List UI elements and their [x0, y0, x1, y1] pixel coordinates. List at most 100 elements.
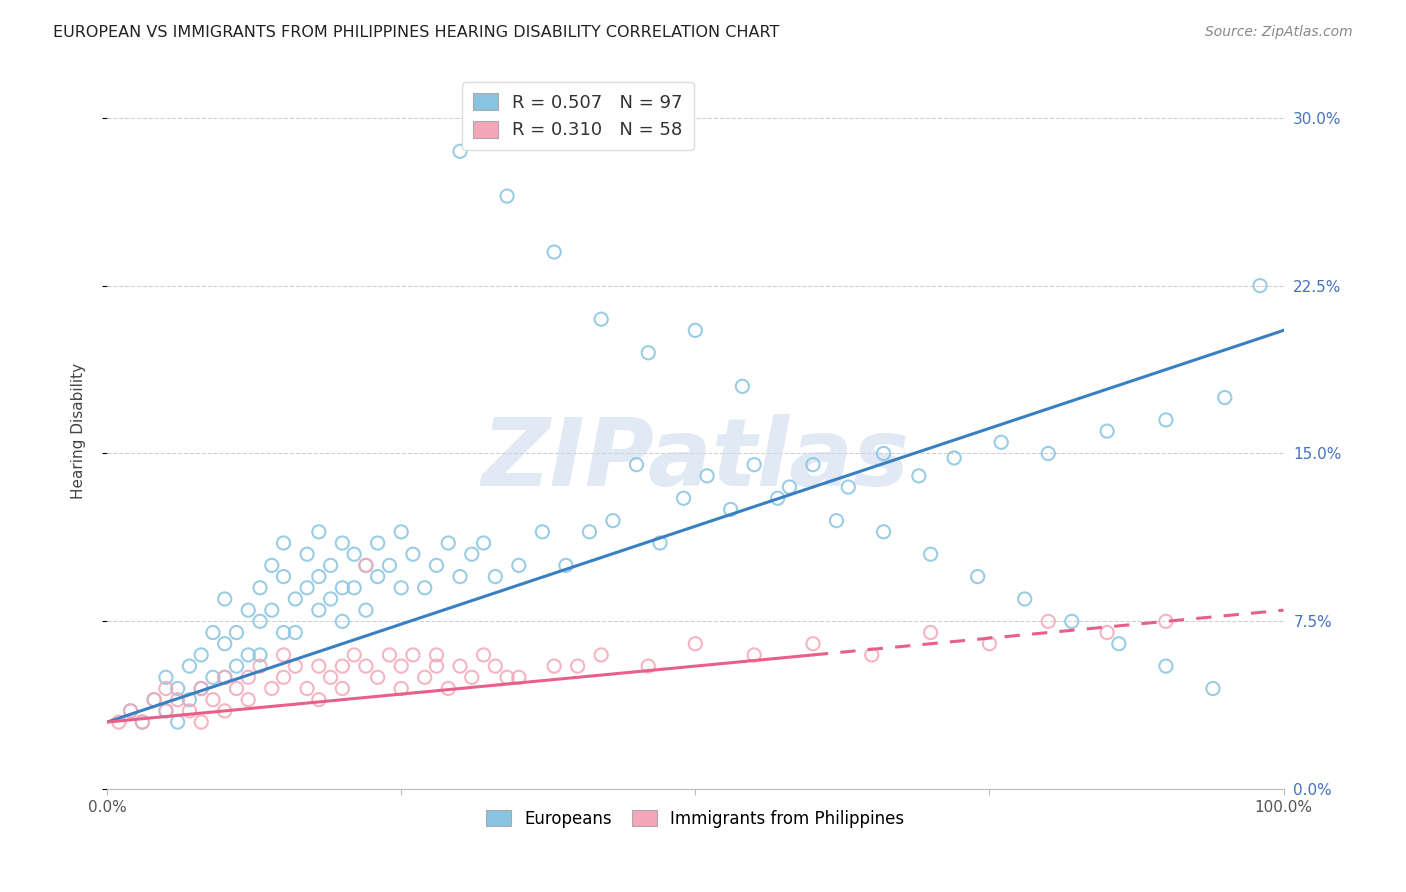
Point [742, 458, 765, 472]
Point [238, 692, 260, 706]
Point [402, 547, 425, 561]
Point [437, 536, 460, 550]
Point [402, 648, 425, 662]
Point [1095, 625, 1118, 640]
Point [249, 615, 271, 629]
Point [214, 704, 236, 718]
Point [648, 536, 671, 550]
Point [319, 558, 342, 573]
Point [1213, 391, 1236, 405]
Point [389, 581, 412, 595]
Text: EUROPEAN VS IMMIGRANTS FROM PHILIPPINES HEARING DISABILITY CORRELATION CHART: EUROPEAN VS IMMIGRANTS FROM PHILIPPINES … [53, 25, 780, 40]
Point [685, 637, 707, 651]
Point [131, 714, 153, 729]
Point [120, 704, 142, 718]
Point [626, 458, 648, 472]
Point [496, 189, 519, 203]
Point [801, 458, 824, 472]
Point [425, 648, 447, 662]
Point [872, 446, 894, 460]
Legend: Europeans, Immigrants from Philippines: Europeans, Immigrants from Philippines [479, 804, 911, 835]
Point [284, 625, 307, 640]
Point [179, 704, 201, 718]
Point [295, 581, 318, 595]
Point [425, 659, 447, 673]
Point [249, 581, 271, 595]
Point [979, 637, 1001, 651]
Point [332, 615, 354, 629]
Point [308, 659, 330, 673]
Point [190, 648, 212, 662]
Point [367, 536, 389, 550]
Point [367, 569, 389, 583]
Point [742, 648, 765, 662]
Point [225, 625, 247, 640]
Text: ZIPatlas: ZIPatlas [481, 414, 910, 506]
Point [332, 659, 354, 673]
Point [1014, 591, 1036, 606]
Point [437, 681, 460, 696]
Point [131, 714, 153, 729]
Point [260, 681, 283, 696]
Point [1154, 413, 1177, 427]
Point [284, 659, 307, 673]
Point [554, 558, 576, 573]
Point [696, 468, 718, 483]
Point [214, 637, 236, 651]
Point [332, 681, 354, 696]
Point [908, 468, 931, 483]
Point [249, 648, 271, 662]
Point [425, 558, 447, 573]
Point [343, 648, 366, 662]
Point [602, 514, 624, 528]
Point [484, 569, 506, 583]
Point [1154, 659, 1177, 673]
Point [238, 670, 260, 684]
Point [273, 670, 295, 684]
Point [449, 145, 471, 159]
Point [295, 547, 318, 561]
Point [354, 603, 377, 617]
Point [766, 491, 789, 506]
Point [190, 681, 212, 696]
Point [260, 603, 283, 617]
Point [461, 670, 484, 684]
Point [238, 603, 260, 617]
Point [295, 681, 318, 696]
Point [354, 659, 377, 673]
Point [672, 491, 695, 506]
Point [389, 681, 412, 696]
Point [179, 659, 201, 673]
Point [591, 648, 613, 662]
Point [990, 435, 1012, 450]
Point [637, 659, 659, 673]
Point [378, 648, 401, 662]
Point [860, 648, 883, 662]
Point [319, 591, 342, 606]
Point [143, 692, 166, 706]
Point [591, 312, 613, 326]
Point [389, 524, 412, 539]
Point [166, 692, 188, 706]
Point [825, 514, 848, 528]
Point [943, 450, 966, 465]
Point [214, 670, 236, 684]
Point [389, 659, 412, 673]
Point [637, 345, 659, 359]
Point [155, 704, 177, 718]
Point [190, 714, 212, 729]
Point [225, 659, 247, 673]
Point [308, 569, 330, 583]
Point [214, 670, 236, 684]
Point [354, 558, 377, 573]
Point [225, 681, 247, 696]
Point [273, 536, 295, 550]
Point [108, 714, 131, 729]
Point [308, 603, 330, 617]
Point [413, 670, 436, 684]
Point [531, 524, 554, 539]
Text: Source: ZipAtlas.com: Source: ZipAtlas.com [1205, 25, 1353, 39]
Point [343, 547, 366, 561]
Point [308, 524, 330, 539]
Point [484, 659, 506, 673]
